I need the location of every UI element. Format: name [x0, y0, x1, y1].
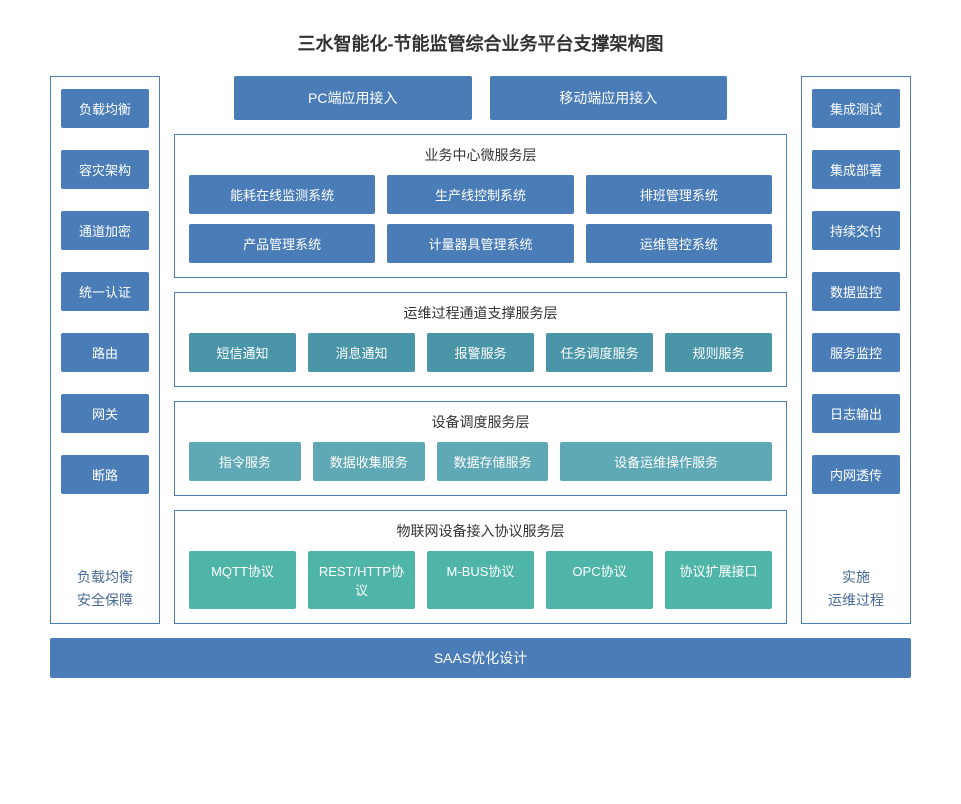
layer1-row1: 能耗在线监测系统 生产线控制系统 排班管理系统 [189, 175, 772, 214]
right-item-0: 集成测试 [812, 89, 900, 128]
right-item-5: 日志输出 [812, 394, 900, 433]
left-item-0: 负载均衡 [61, 89, 149, 128]
layer1-title: 业务中心微服务层 [189, 145, 772, 165]
right-item-2: 持续交付 [812, 211, 900, 250]
layer4-row: MQTT协议 REST/HTTP协议 M-BUS协议 OPC协议 协议扩展接口 [189, 551, 772, 609]
layer1-r2-0: 产品管理系统 [189, 224, 375, 263]
left-item-2: 通道加密 [61, 211, 149, 250]
right-label: 实施 运维过程 [812, 566, 900, 611]
left-item-6: 断路 [61, 455, 149, 494]
layer-ops: 运维过程通道支撑服务层 短信通知 消息通知 报警服务 任务调度服务 规则服务 [174, 292, 787, 387]
layer1-r1-2: 排班管理系统 [586, 175, 772, 214]
top-row: PC端应用接入 移动端应用接入 [174, 76, 787, 120]
center-column: PC端应用接入 移动端应用接入 业务中心微服务层 能耗在线监测系统 生产线控制系… [174, 76, 787, 624]
layer3-2: 数据存储服务 [437, 442, 549, 481]
layer2-row: 短信通知 消息通知 报警服务 任务调度服务 规则服务 [189, 333, 772, 372]
layer4-4: 协议扩展接口 [665, 551, 772, 609]
top-box-mobile: 移动端应用接入 [490, 76, 728, 120]
left-item-4: 路由 [61, 333, 149, 372]
layer2-0: 短信通知 [189, 333, 296, 372]
layer4-title: 物联网设备接入协议服务层 [189, 521, 772, 541]
layer2-title: 运维过程通道支撑服务层 [189, 303, 772, 323]
layer1-r2-2: 运维管控系统 [586, 224, 772, 263]
left-column: 负载均衡 容灾架构 通道加密 统一认证 路由 网关 断路 负载均衡 安全保障 [50, 76, 160, 624]
left-label-line1: 负载均衡 [61, 566, 149, 588]
right-item-6: 内网透传 [812, 455, 900, 494]
left-item-3: 统一认证 [61, 272, 149, 311]
right-blocks: 集成测试 集成部署 持续交付 数据监控 服务监控 日志输出 内网透传 [812, 89, 900, 494]
layer2-3: 任务调度服务 [546, 333, 653, 372]
right-column: 集成测试 集成部署 持续交付 数据监控 服务监控 日志输出 内网透传 实施 运维… [801, 76, 911, 624]
layer3-row: 指令服务 数据收集服务 数据存储服务 设备运维操作服务 [189, 442, 772, 481]
right-label-line2: 运维过程 [812, 589, 900, 611]
layer1-r1-1: 生产线控制系统 [387, 175, 573, 214]
left-label-line2: 安全保障 [61, 589, 149, 611]
layer2-4: 规则服务 [665, 333, 772, 372]
layer3-3: 设备运维操作服务 [560, 442, 772, 481]
layer1-r1-0: 能耗在线监测系统 [189, 175, 375, 214]
layer-device: 设备调度服务层 指令服务 数据收集服务 数据存储服务 设备运维操作服务 [174, 401, 787, 496]
layer1-row2: 产品管理系统 计量器具管理系统 运维管控系统 [189, 224, 772, 263]
layer4-2: M-BUS协议 [427, 551, 534, 609]
layer-iot: 物联网设备接入协议服务层 MQTT协议 REST/HTTP协议 M-BUS协议 … [174, 510, 787, 624]
left-item-1: 容灾架构 [61, 150, 149, 189]
top-box-pc: PC端应用接入 [234, 76, 472, 120]
layer2-1: 消息通知 [308, 333, 415, 372]
right-item-3: 数据监控 [812, 272, 900, 311]
left-item-5: 网关 [61, 394, 149, 433]
main-layout: 负载均衡 容灾架构 通道加密 统一认证 路由 网关 断路 负载均衡 安全保障 P… [50, 76, 911, 624]
diagram-title: 三水智能化-节能监管综合业务平台支撑架构图 [50, 30, 911, 56]
right-label-line1: 实施 [812, 566, 900, 588]
right-item-1: 集成部署 [812, 150, 900, 189]
layer4-1: REST/HTTP协议 [308, 551, 415, 609]
bottom-bar: SAAS优化设计 [50, 638, 911, 678]
right-item-4: 服务监控 [812, 333, 900, 372]
left-label: 负载均衡 安全保障 [61, 566, 149, 611]
layer3-title: 设备调度服务层 [189, 412, 772, 432]
layer2-2: 报警服务 [427, 333, 534, 372]
left-blocks: 负载均衡 容灾架构 通道加密 统一认证 路由 网关 断路 [61, 89, 149, 494]
layer1-r2-1: 计量器具管理系统 [387, 224, 573, 263]
layer3-0: 指令服务 [189, 442, 301, 481]
layer-business: 业务中心微服务层 能耗在线监测系统 生产线控制系统 排班管理系统 产品管理系统 … [174, 134, 787, 278]
layer4-3: OPC协议 [546, 551, 653, 609]
layer3-1: 数据收集服务 [313, 442, 425, 481]
layer4-0: MQTT协议 [189, 551, 296, 609]
